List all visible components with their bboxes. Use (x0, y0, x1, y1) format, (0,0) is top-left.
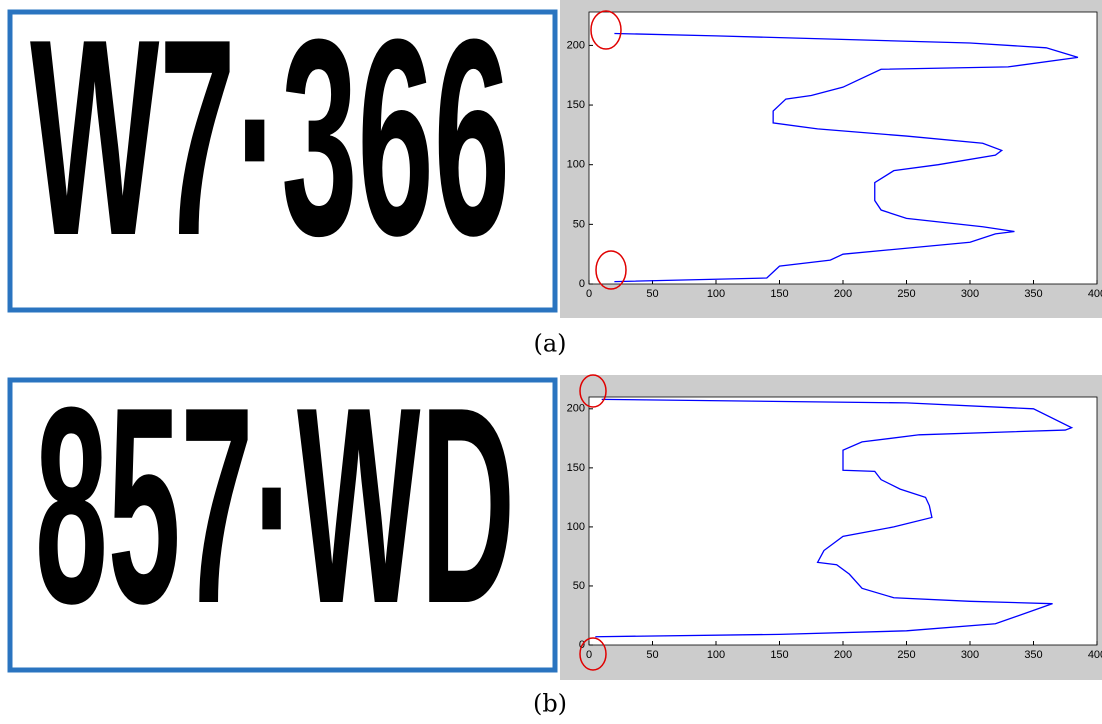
x-tick-label: 150 (770, 649, 788, 661)
x-tick-label: 50 (646, 649, 658, 661)
caption: (a) (533, 330, 566, 358)
y-tick-label: 150 (567, 462, 585, 474)
plot-area (589, 12, 1097, 284)
x-tick-label: 300 (961, 649, 979, 661)
y-tick-label: 100 (567, 159, 585, 171)
figure: W7·366 (a) 857·WD (b) 0 50 100 150 200 250 300… (0, 0, 1102, 720)
y-tick-label: 50 (573, 580, 585, 592)
plate-text: W7·366 (30, 0, 510, 294)
y-tick-label: 100 (567, 521, 585, 533)
y-tick-label: 200 (567, 39, 585, 51)
x-tick-label: 250 (897, 288, 915, 300)
x-tick-label: 350 (1024, 649, 1042, 661)
x-tick-label: 0 (586, 649, 592, 661)
x-tick-label: 200 (834, 649, 852, 661)
y-tick-label: 200 (567, 403, 585, 415)
charts: 0 50 100 150 200 250 300 350 400 0 50 100 150 200 0 50 1… (560, 0, 1102, 680)
x-tick-label: 300 (961, 288, 979, 300)
x-tick-label: 100 (707, 288, 725, 300)
y-tick-label: 50 (573, 218, 585, 230)
x-tick-label: 350 (1024, 288, 1042, 300)
caption: (b) (533, 690, 567, 718)
y-tick-label: 0 (579, 278, 585, 290)
y-tick-label: 150 (567, 99, 585, 111)
x-tick-label: 200 (834, 288, 852, 300)
plate-text: 857·WD (35, 350, 515, 662)
x-tick-label: 400 (1088, 288, 1102, 300)
x-tick-label: 50 (646, 288, 658, 300)
plot-area (589, 397, 1097, 645)
x-tick-label: 100 (707, 649, 725, 661)
x-tick-label: 0 (586, 288, 592, 300)
x-tick-label: 400 (1088, 649, 1102, 661)
x-tick-label: 250 (897, 649, 915, 661)
x-tick-label: 150 (770, 288, 788, 300)
